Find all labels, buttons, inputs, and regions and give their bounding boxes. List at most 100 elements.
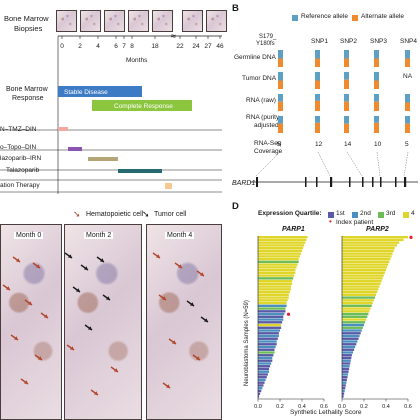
hemato-legend-label: Hematopoietic cell <box>86 211 144 218</box>
synthetic-lethality-bar <box>258 307 286 310</box>
hematopoietic-cell-arrow-head <box>14 336 18 340</box>
reference-allele-label: Reference allele <box>301 13 348 20</box>
stable-disease-label: Stable Disease <box>64 89 108 96</box>
synthetic-lethality-bar <box>258 304 287 307</box>
row-germline-dna: Germline DNA <box>234 54 276 61</box>
month-tick-label: 4 <box>96 43 100 50</box>
tumor-cell-arrow-head <box>84 266 88 270</box>
synthetic-lethality-bar <box>258 279 293 283</box>
therapy-label-3: lazoparib–IRN <box>0 155 41 162</box>
reference-allele-bar <box>315 72 320 81</box>
synthetic-lethality-bar <box>258 340 277 343</box>
therapy-bar-1 <box>58 127 68 131</box>
synthetic-lethality-bar <box>342 277 383 280</box>
expression-quartile-title: Expression Quartile: <box>258 210 322 217</box>
synthetic-lethality-bar <box>258 293 289 297</box>
coverage-value-3: 14 <box>344 141 352 148</box>
panel-b-letter: B <box>232 3 239 14</box>
reference-allele-bar <box>278 94 283 102</box>
quartile-1-label: 1st <box>336 210 345 217</box>
synthetic-lethality-bar <box>258 395 260 398</box>
tumor-legend-label: Tumor cell <box>154 211 187 218</box>
index-patient-label: Index patient <box>336 219 374 226</box>
reference-allele-bar <box>405 116 410 124</box>
synthetic-lethality-bar <box>258 362 272 365</box>
biopsy-slide-1 <box>56 10 77 32</box>
therapy-label-4: Talazoparib <box>6 167 40 174</box>
synthetic-lethality-bar <box>342 389 345 393</box>
alternate-allele-bar <box>374 80 379 89</box>
tumor-cell-arrow-head <box>88 326 92 330</box>
na-marker: NA <box>403 73 413 80</box>
reference-allele-bar <box>405 94 410 103</box>
synthetic-lethality-bar <box>258 296 289 299</box>
synthetic-lethality-bar <box>342 323 364 327</box>
synthetic-lethality-bar <box>342 299 374 302</box>
alternate-allele-bar <box>278 123 283 133</box>
synthetic-lethality-bar <box>258 337 278 340</box>
reference-allele-bar <box>344 94 349 102</box>
synthetic-lethality-bar <box>342 288 379 291</box>
stable-disease-bar <box>58 86 142 97</box>
synthetic-lethality-bar <box>342 359 351 362</box>
synthetic-lethality-bar <box>258 312 285 316</box>
histology-month-2 <box>64 224 142 420</box>
synthetic-lethality-bar <box>342 326 363 329</box>
quartile-4-swatch <box>403 212 409 218</box>
synthetic-lethality-bar <box>342 238 404 242</box>
synthetic-lethality-bar <box>342 381 347 384</box>
synthetic-lethality-bar <box>258 370 269 373</box>
synthetic-lethality-bar <box>258 274 295 277</box>
synthetic-lethality-bar <box>258 266 297 269</box>
synthetic-lethality-bar <box>342 321 366 324</box>
synthetic-lethality-bar <box>258 315 284 318</box>
biopsy-slide-3 <box>104 10 125 32</box>
synthetic-lethality-bar <box>258 290 290 294</box>
parp1-title: PARP1 <box>282 226 305 233</box>
synthetic-lethality-bar <box>342 249 394 253</box>
synthetic-lethality-bar <box>342 387 346 390</box>
synthetic-lethality-bar <box>258 288 291 291</box>
reference-allele-bar <box>344 116 349 124</box>
hematopoietic-cell-arrow-head <box>162 296 166 300</box>
alternate-allele-bar <box>315 80 320 89</box>
reference-allele-swatch <box>292 15 298 21</box>
month-tick-label: 46 <box>216 43 224 50</box>
coverage-value-1: 5 <box>277 141 281 148</box>
col-header-mutation-1: S179_ <box>259 34 277 40</box>
synthetic-lethality-bar <box>258 255 300 258</box>
synthetic-lethality-bar <box>342 310 370 313</box>
synthetic-lethality-bar <box>342 351 353 354</box>
reference-allele-bar <box>374 50 379 59</box>
synthetic-lethality-bar <box>342 241 400 244</box>
hematopoietic-cell-arrow-head <box>28 301 32 305</box>
biopsy-slide-6 <box>182 10 203 32</box>
month-tick-label: 0 <box>60 43 64 50</box>
synthetic-lethality-bar <box>258 334 279 338</box>
axis-break-symbol: ≈ <box>171 31 176 41</box>
synthetic-lethality-bar <box>258 343 277 346</box>
reference-allele-bar <box>278 116 283 124</box>
tumor-cell-arrow-head <box>204 318 208 322</box>
reference-allele-bar <box>344 50 349 59</box>
synthetic-lethality-bar <box>258 354 274 357</box>
synthetic-lethality-bar <box>258 351 275 354</box>
alternate-allele-bar <box>278 58 283 67</box>
therapy-bar-3 <box>88 157 118 161</box>
tumor-cell-arrow-head <box>106 296 110 300</box>
x-tick-label: 0.2 <box>276 404 284 410</box>
synthetic-lethality-bar <box>342 307 371 310</box>
synthetic-lethality-bar <box>258 299 288 302</box>
synthetic-lethality-bar <box>258 238 307 242</box>
synthetic-lethality-bar <box>342 395 344 398</box>
hematopoietic-cell-arrow-head <box>36 264 40 268</box>
response-label-2: Response <box>12 95 44 102</box>
tumor-cell-arrow-head <box>100 258 104 262</box>
hemato-legend-arrow: ➘ <box>73 209 81 219</box>
synthetic-lethality-bar <box>342 263 389 266</box>
synthetic-lethality-bar <box>258 321 283 324</box>
hematopoietic-cell-arrow-head <box>38 356 42 360</box>
hematopoietic-cell-arrow-head <box>70 346 74 350</box>
